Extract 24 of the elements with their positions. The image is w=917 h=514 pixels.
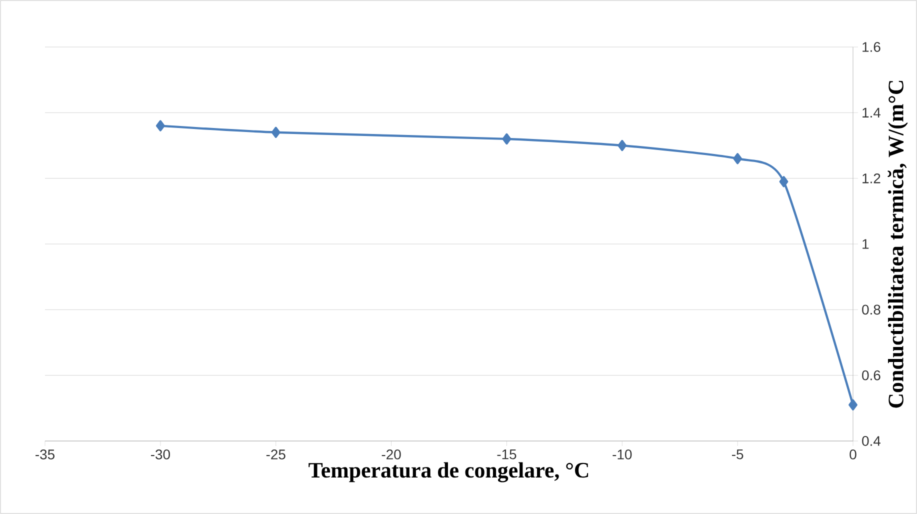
x-axis-title: Temperatura de congelare, °C [308, 462, 588, 482]
x-tick-label: -10 [612, 450, 632, 460]
x-tick-label: -30 [150, 450, 170, 460]
y-tick-label: 0.4 [862, 436, 880, 446]
y-tick-label: 1 [862, 239, 869, 249]
point [618, 140, 627, 152]
y-tick-label: 0.6 [862, 370, 880, 380]
y-axis-title: Conductibilitatea termică, W/(m°C [888, 80, 908, 408]
x-tick-label: -5 [732, 450, 744, 460]
x-tick-label: -35 [36, 450, 54, 460]
point [733, 153, 742, 164]
y-tick-label: 1.4 [862, 108, 880, 118]
x-tick-label: -25 [266, 450, 286, 460]
point [502, 133, 512, 145]
x-tick-label: -20 [382, 450, 401, 460]
point [271, 126, 280, 138]
y-tick-label: 1.6 [862, 42, 880, 52]
x-tick-label: 0 [850, 450, 856, 460]
y-tick-label: 1.2 [862, 173, 880, 184]
point [848, 399, 858, 410]
point [779, 176, 788, 188]
point [156, 120, 165, 132]
y-tick-label: 0.8 [862, 304, 880, 315]
x-tick-label: -15 [497, 450, 516, 460]
